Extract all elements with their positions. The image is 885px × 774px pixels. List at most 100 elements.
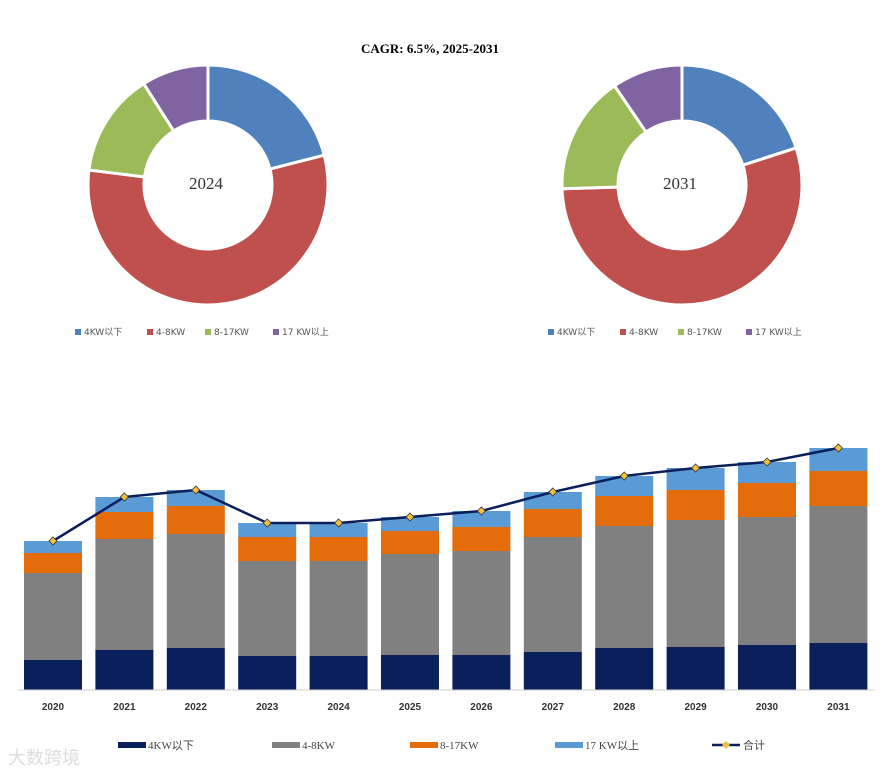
bar-17 KW以上-2023: [238, 523, 297, 537]
legend-swatch: [620, 329, 626, 335]
x-tick-label: 2029: [684, 702, 707, 713]
bar-17 KW以上-2024: [309, 523, 368, 537]
legend-swatch: [678, 329, 684, 335]
bar-8-17KW-2021: [95, 512, 154, 539]
x-tick-label: 2024: [327, 702, 350, 713]
x-tick-label: 2027: [542, 702, 565, 713]
legend-swatch: [548, 329, 554, 335]
bar-4-8KW-2022: [166, 534, 225, 648]
legend-swatch: [555, 742, 583, 748]
legend-label: 4KW以下: [148, 740, 194, 752]
bar-4-8KW-2030: [738, 517, 796, 645]
bar-17 KW以上-2020: [24, 541, 82, 553]
total-line: [52, 446, 839, 543]
bar-8-17KW-2029: [666, 490, 725, 520]
bar-17 KW以上-2031: [809, 448, 868, 471]
bar-4KW以下-2026: [452, 655, 511, 690]
legend-label: 17 KW以上: [755, 327, 802, 338]
x-tick-label: 2022: [185, 702, 208, 713]
bar-4KW以下-2021: [95, 650, 154, 690]
total-marker-2025: [405, 512, 415, 522]
legend-swatch: [410, 742, 438, 748]
bar-4KW以下-2025: [381, 655, 439, 690]
bar-4KW以下-2023: [238, 656, 297, 690]
bar-4KW以下-2028: [595, 648, 654, 690]
bar-17 KW以上-2026: [452, 511, 511, 527]
bar-17 KW以上-2030: [738, 462, 796, 483]
legend-label: 8-17KW: [214, 328, 249, 338]
bar-8-17KW-2027: [523, 509, 582, 537]
bar-4-8KW-2028: [595, 526, 654, 648]
legend-label: 17 KW以上: [585, 739, 639, 752]
bar-8-17KW-2031: [809, 471, 868, 506]
donut-slice-4-8KW: [560, 146, 804, 307]
legend-label: 合计: [743, 738, 765, 752]
bar-4KW以下-2030: [738, 645, 796, 690]
bar-4-8KW-2026: [452, 551, 511, 655]
chart-title: CAGR: 6.5%, 2025-2031: [361, 41, 499, 56]
total-marker-2020: [48, 536, 58, 546]
legend-swatch: [272, 742, 300, 748]
bar-17 KW以上-2022: [166, 490, 225, 506]
bar-4-8KW-2024: [309, 561, 368, 656]
total-marker-2028: [619, 471, 629, 481]
bar-17 KW以上-2029: [666, 468, 725, 490]
x-tick-label: 2028: [613, 702, 636, 713]
legend-swatch: [205, 329, 211, 335]
legend-swatch: [746, 329, 752, 335]
bar-4-8KW-2031: [809, 506, 868, 643]
legend-swatch: [118, 742, 146, 748]
donut-center-label: 2024: [189, 174, 224, 193]
legend-label: 4KW以下: [557, 328, 595, 338]
total-marker-2026: [476, 506, 486, 516]
donut-slice-17 KW以上: [141, 63, 210, 134]
legend-swatch: [75, 329, 81, 335]
legend-label: 4-8KW: [156, 328, 185, 338]
legend-swatch: [147, 329, 153, 335]
donut-slice-4-8KW: [86, 153, 330, 307]
bar-4-8KW-2020: [24, 573, 82, 660]
legend-marker: [722, 741, 730, 749]
x-tick-label: 2030: [756, 702, 779, 713]
bar-8-17KW-2030: [738, 483, 796, 517]
donut-slice-4KW以下: [206, 63, 327, 171]
bar-4KW以下-2024: [309, 656, 368, 690]
bar-4KW以下-2020: [24, 660, 82, 690]
x-tick-label: 2023: [256, 702, 279, 713]
total-marker-2023: [262, 518, 272, 528]
legend-label: 8-17KW: [687, 328, 722, 338]
bar-8-17KW-2022: [166, 506, 225, 534]
bar-8-17KW-2025: [381, 531, 439, 554]
watermark: 大数跨境: [8, 748, 80, 769]
bar-4-8KW-2023: [238, 561, 297, 656]
bar-4-8KW-2021: [95, 539, 154, 650]
total-marker-2029: [691, 463, 701, 473]
total-marker-2027: [548, 487, 558, 497]
bar-4KW以下-2022: [166, 648, 225, 690]
x-tick-label: 2025: [399, 702, 422, 713]
legend-label: 4-8KW: [629, 328, 658, 338]
x-tick-label: 2020: [42, 702, 65, 713]
total-marker-2030: [762, 457, 772, 467]
bar-8-17KW-2020: [24, 553, 82, 573]
x-tick-label: 2031: [827, 702, 850, 713]
bar-4-8KW-2027: [523, 537, 582, 652]
legend-label: 4KW以下: [84, 328, 122, 338]
total-marker-2024: [334, 518, 344, 528]
donut-slice-17 KW以上: [612, 63, 684, 135]
total-marker-2021: [119, 492, 129, 502]
bar-4KW以下-2027: [523, 652, 582, 690]
x-tick-label: 2026: [470, 702, 493, 713]
bar-4KW以下-2031: [809, 643, 868, 690]
legend-label: 17 KW以上: [282, 327, 329, 338]
bar-8-17KW-2023: [238, 537, 297, 561]
bar-8-17KW-2028: [595, 496, 654, 526]
legend-label: 8-17KW: [440, 740, 479, 752]
bar-8-17KW-2024: [309, 537, 368, 561]
x-tick-label: 2021: [113, 702, 136, 713]
bar-17 KW以上-2021: [95, 497, 154, 512]
bar-4-8KW-2029: [666, 520, 725, 647]
bar-17 KW以上-2028: [595, 476, 654, 496]
total-marker-2022: [191, 485, 201, 495]
